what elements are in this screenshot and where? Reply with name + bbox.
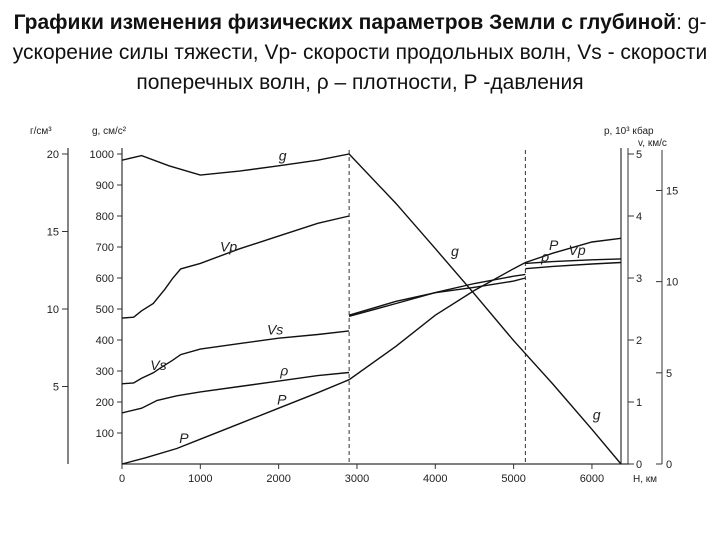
series-label-vs: Vs — [150, 357, 166, 373]
series-layer — [121, 153, 622, 465]
g-axis-tick-label: 400 — [96, 335, 114, 347]
slide-title: Графики изменения физических параметров … — [0, 8, 720, 98]
boundary-layer — [348, 150, 526, 464]
rho-axis-unit-label: г/см³ — [30, 126, 52, 137]
g-axis-tick-label: 200 — [96, 397, 114, 409]
rho-axis-tick-label: 10 — [47, 304, 59, 316]
series-line-p — [121, 237, 622, 465]
x-axis-tick-label: 2000 — [266, 473, 290, 484]
v-axis-tick-label: 5 — [666, 368, 672, 380]
g-axis-tick-label: 500 — [96, 304, 114, 316]
series-label-vp: Vp — [569, 242, 586, 258]
series-label-p: P — [179, 430, 189, 446]
series-label-p: P — [277, 391, 287, 407]
v-axis-tick-label: 10 — [666, 277, 678, 289]
p-axis-tick-label: 5 — [636, 149, 642, 161]
p-axis-unit-label: р, 10³ кбар — [604, 125, 654, 137]
x-axis-tick-label: 3000 — [345, 473, 369, 484]
x-axis-tick-label: 0 — [119, 473, 125, 484]
series-label-ρ: ρ — [540, 249, 549, 265]
slide-title-rest: : g- ускорение силы тяжести, Vp- скорост… — [12, 11, 708, 94]
p-axis-tick-label: 4 — [636, 211, 642, 223]
g-axis-tick-label: 600 — [96, 273, 114, 285]
g-axis-tick-label: 700 — [96, 242, 114, 254]
x-axis-tick-label: 4000 — [423, 473, 447, 484]
v-axis-unit-label: v, км/с — [638, 138, 667, 149]
g-axis-tick-label: 1000 — [90, 149, 114, 161]
series-label-ρ: ρ — [279, 362, 288, 378]
slide-title-bold: Графики изменения физических параметров … — [13, 11, 677, 34]
g-axis-tick-label: 900 — [96, 180, 114, 192]
g-axis-unit-label: g, см/с² — [92, 126, 127, 137]
series-line-ρ — [121, 261, 622, 414]
series-line-vp — [121, 215, 622, 319]
x-axis-tick-label: 5000 — [501, 473, 525, 484]
x-axis-tick-label: 1000 — [188, 473, 212, 484]
p-axis-tick-label: 3 — [636, 273, 642, 285]
series-label-g: g — [451, 243, 459, 259]
rho-axis-tick-label: 15 — [47, 227, 59, 239]
series-label-p: P — [549, 237, 559, 253]
x-axis-label: Н, км — [633, 474, 657, 484]
p-axis-tick-label: 1 — [636, 397, 642, 409]
axes-layer: 5101520г/см³1002003004005006007008009001… — [30, 125, 678, 484]
series-label-g: g — [279, 147, 287, 163]
series-line-vs — [121, 330, 350, 385]
p-axis-tick-label: 2 — [636, 335, 642, 347]
x-axis-tick-label: 6000 — [580, 473, 604, 484]
g-axis-tick-label: 300 — [96, 366, 114, 378]
series-label-vs: Vs — [267, 321, 283, 337]
v-axis-tick-label: 15 — [666, 185, 678, 197]
g-axis-tick-label: 800 — [96, 211, 114, 223]
rho-axis-tick-label: 20 — [47, 149, 59, 161]
rho-axis-tick-label: 5 — [53, 382, 59, 394]
p-axis-tick-label: 0 — [636, 459, 642, 471]
earth-parameters-chart: 5101520г/см³1002003004005006007008009001… — [30, 125, 678, 484]
series-label-vp: Vp — [220, 239, 237, 255]
v-axis-tick-label: 0 — [666, 459, 672, 471]
series-line-g — [121, 153, 622, 465]
g-axis-tick-label: 100 — [96, 428, 114, 440]
series-label-g: g — [593, 407, 601, 423]
